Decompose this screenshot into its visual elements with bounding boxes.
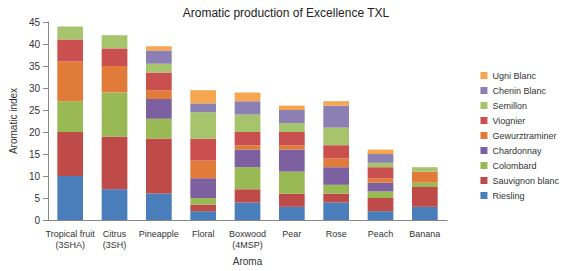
svg-text:40: 40 — [29, 39, 41, 50]
svg-text:Chenin Blanc: Chenin Blanc — [492, 86, 546, 96]
svg-text:Gewurztraminer: Gewurztraminer — [492, 131, 556, 141]
svg-text:Colombard: Colombard — [492, 161, 536, 171]
svg-text:Ugni Blanc: Ugni Blanc — [492, 71, 536, 81]
svg-text:Boxwood: Boxwood — [229, 229, 266, 239]
svg-text:(3SH): (3SH) — [103, 240, 127, 250]
svg-text:Sauvignon blanc: Sauvignon blanc — [492, 176, 559, 186]
svg-text:25: 25 — [29, 105, 41, 116]
svg-text:45: 45 — [29, 17, 41, 28]
svg-text:Aromatic index: Aromatic index — [8, 88, 19, 154]
svg-text:30: 30 — [29, 83, 41, 94]
svg-text:10: 10 — [29, 171, 41, 182]
svg-text:Chardonnay: Chardonnay — [492, 146, 542, 156]
svg-text:35: 35 — [29, 61, 41, 72]
svg-text:Aromatic production of Excelle: Aromatic production of Excellence TXL — [183, 6, 390, 20]
svg-text:(4MSP): (4MSP) — [232, 240, 263, 250]
svg-text:Aroma: Aroma — [233, 256, 263, 267]
svg-text:5: 5 — [34, 193, 40, 204]
svg-text:Tropical fruit: Tropical fruit — [46, 229, 96, 239]
svg-text:(3SHA): (3SHA) — [55, 240, 85, 250]
svg-text:Semillon: Semillon — [492, 101, 527, 111]
svg-text:15: 15 — [29, 149, 41, 160]
svg-text:Pear: Pear — [282, 229, 301, 239]
svg-text:Rose: Rose — [326, 229, 347, 239]
svg-text:Banana: Banana — [409, 229, 440, 239]
svg-text:Riesling: Riesling — [492, 191, 524, 201]
svg-text:Floral: Floral — [192, 229, 215, 239]
svg-text:20: 20 — [29, 127, 41, 138]
svg-text:Pineapple: Pineapple — [139, 229, 179, 239]
svg-text:Viognier: Viognier — [492, 116, 525, 126]
svg-text:0: 0 — [34, 215, 40, 226]
svg-text:Peach: Peach — [368, 229, 394, 239]
svg-text:Citrus: Citrus — [103, 229, 127, 239]
